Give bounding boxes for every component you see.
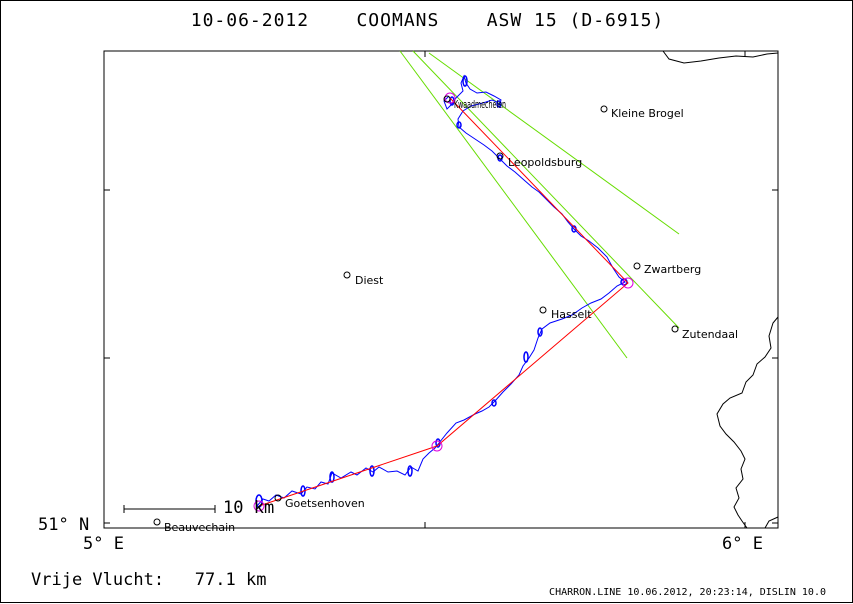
country-border [662,50,779,529]
turnpoint-start [253,500,265,512]
title-glider: ASW 15 (D-6915) [486,10,665,31]
town-label-kleine-brogel: Kleine Brogel [611,107,684,120]
flight-distance: Vrije Vlucht: 77.1 km [31,570,266,590]
town-label-kwaadmechelen: Kwaadmechelen [454,98,506,111]
lat-label: 51° N [38,515,90,535]
town-marker-hasselt [539,306,547,314]
town-markers [153,95,679,526]
town-marker-kleine-brogel [600,105,608,113]
town-label-diest: Diest [355,274,384,287]
flight-label: Vrije Vlucht: [31,570,165,590]
town-label-goetsenhoven: Goetsenhoven [285,497,365,510]
town-label-zutendaal: Zutendaal [682,328,738,341]
town-marker-diest [343,271,351,279]
town-marker-goetsenhoven [274,494,282,502]
axis-ticks [104,51,778,528]
lon-label-right: 6° E [722,534,763,554]
scale-bar-label: 10 km [223,498,275,518]
turnpoint-3 [444,92,456,104]
thermal-markers [255,75,628,508]
town-marker-beauvechain [153,518,161,526]
flight-track [256,74,626,507]
town-marker-zutendaal [671,325,679,333]
lon-label-left: 5° E [83,534,124,554]
flight-distance-value: 77.1 km [194,570,267,590]
town-label-hasselt: Hasselt [551,308,592,321]
footer-info: CHARRON.LINE 10.06.2012, 20:23:14, DISLI… [549,587,826,598]
town-label-beauvechain: Beauvechain [164,521,235,534]
turnpoint-2 [622,277,634,289]
title-pilot: COOMANS [356,10,440,31]
title-date: 10-06-2012 [190,10,310,31]
task-line [258,97,629,507]
sector-lines [399,50,680,359]
town-label-zwartberg: Zwartberg [644,263,701,276]
scale-bar [123,505,216,513]
town-marker-kwaadmechelen [443,95,451,103]
turnpoints [253,92,634,512]
map-title: 10-06-2012 COOMANS ASW 15 (D-6915) [1,10,853,31]
town-marker-leopoldsburg [496,152,504,160]
town-marker-zwartberg [633,262,641,270]
town-label-leopoldsburg: Leopoldsburg [508,156,582,169]
map-frame [103,50,779,529]
town-labels: Kleine Brogel Leopoldsburg Zwartberg Die… [164,98,738,534]
turnpoint-1 [431,440,443,452]
